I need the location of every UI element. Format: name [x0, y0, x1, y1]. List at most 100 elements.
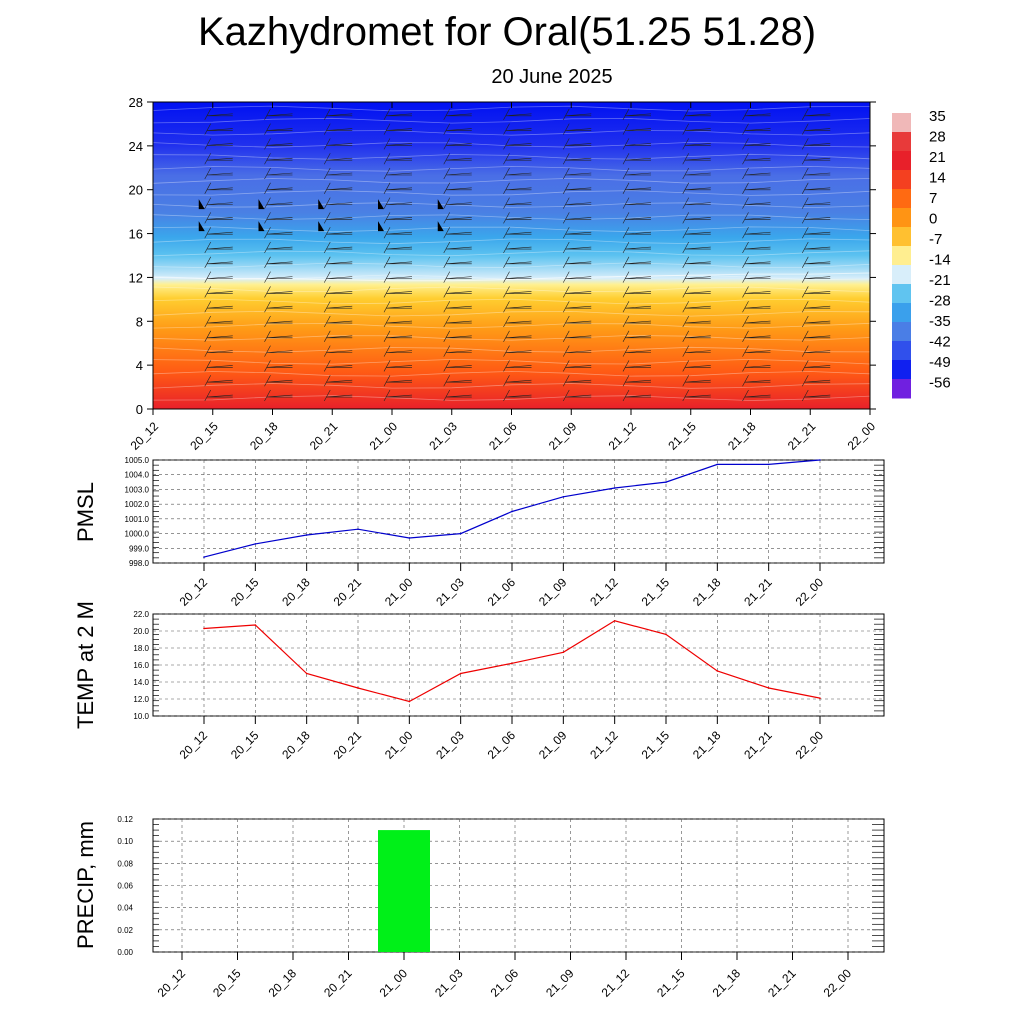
wind-barb [443, 301, 472, 313]
wind-barb [443, 153, 472, 165]
wind-barb [503, 345, 532, 357]
wind-barb [204, 375, 233, 387]
colorbar-swatch [892, 265, 911, 285]
wind-barb [801, 138, 831, 150]
y-tick-label: 14.0 [133, 678, 149, 687]
x-tick-label: 20_12 [177, 728, 211, 762]
x-tick-label: 21_03 [433, 575, 467, 609]
wind-barb [682, 138, 711, 150]
wind-barb [503, 301, 532, 313]
wind-barb [443, 182, 472, 194]
wind-barb [383, 301, 413, 313]
wind-barb [622, 360, 652, 372]
isotherm-line [153, 370, 870, 377]
wind-barb [323, 227, 353, 239]
colorbar-label: -14 [929, 252, 951, 269]
wind-barb [323, 301, 353, 313]
y-tick-label: 1002.0 [125, 500, 150, 509]
wind-barb [503, 123, 532, 135]
wind-barb [801, 271, 831, 283]
y-tick-label: 0.02 [117, 926, 133, 935]
x-tick-label: 21_06 [485, 575, 519, 609]
wind-barb [204, 271, 233, 283]
wind-barb [383, 108, 413, 120]
wind-barb [622, 389, 652, 402]
wind-barb [503, 286, 532, 298]
wind-barb [801, 167, 831, 180]
wind-barb [742, 227, 771, 239]
y-tick-label: 16 [129, 227, 143, 242]
colorbar-label: 28 [929, 129, 946, 146]
x-tick-label: 21_03 [433, 728, 467, 762]
wind-barb [204, 256, 233, 268]
wind-pennant [258, 221, 265, 232]
wind-barb [801, 153, 831, 165]
colorbar-label: -21 [929, 272, 951, 289]
colorbar-swatch [892, 341, 911, 361]
data-point [357, 687, 359, 689]
data-point [819, 459, 821, 461]
colorbar-label: -35 [929, 313, 951, 330]
wind-barb [682, 182, 711, 194]
x-tick-label: 20_21 [321, 966, 355, 1000]
wind-barb [264, 227, 293, 239]
isotherm-line [153, 298, 870, 305]
data-point [408, 700, 411, 703]
wind-barbs [198, 108, 831, 402]
isotherm-line [153, 334, 870, 341]
wind-barb [323, 271, 353, 283]
wind-barb [622, 227, 652, 239]
colorbar-swatch [892, 284, 911, 304]
y-tick-label: 10.0 [133, 712, 149, 721]
wind-barb [323, 167, 353, 180]
x-tick-label: 21_06 [486, 419, 520, 453]
wind-barb [383, 212, 413, 224]
wind-barb [562, 182, 592, 194]
colorbar-swatch [892, 189, 911, 209]
x-tick-label: 21_21 [741, 728, 775, 762]
colorbar-swatch [892, 227, 911, 247]
wind-pennant [318, 199, 325, 210]
wind-barb [383, 123, 413, 135]
wind-barb [383, 182, 413, 194]
y-tick-label: 1004.0 [125, 471, 150, 480]
x-tick-label: 21_12 [606, 419, 640, 453]
data-point [716, 670, 719, 672]
wind-barb [503, 212, 532, 224]
wind-barb [682, 315, 711, 328]
wind-barb [622, 271, 652, 283]
wind-barb [204, 286, 233, 298]
wind-barb [323, 360, 353, 372]
wind-barb [443, 241, 472, 254]
wind-barb [503, 167, 532, 180]
wind-barb [682, 108, 711, 120]
wind-barb [383, 389, 413, 402]
wind-barb [562, 315, 592, 328]
x-tick-label: 20_15 [210, 966, 244, 1000]
wind-barb [443, 286, 472, 298]
x-tick-label: 21_21 [765, 966, 799, 1000]
wind-barb [742, 330, 771, 342]
wind-barb [323, 123, 353, 135]
wind-pennant [378, 199, 384, 210]
y-tick-label: 0.12 [117, 815, 133, 824]
wind-barb [204, 167, 233, 180]
wind-barb [264, 182, 293, 194]
wind-barb [323, 389, 353, 402]
wind-barb [264, 256, 293, 268]
x-tick-label: 21_00 [377, 966, 411, 1000]
y-tick-label: 22.0 [133, 610, 149, 619]
wind-barb [443, 389, 472, 402]
colorbar-label: -42 [929, 334, 951, 351]
x-tick-label: 20_15 [228, 575, 262, 609]
y-tick-label: 1001.0 [125, 515, 150, 524]
isotherm-line [153, 141, 870, 148]
temperature-field [153, 102, 870, 409]
y-tick-label: 0.00 [117, 948, 133, 957]
y-axis-label: TEMP at 2 M [73, 601, 98, 729]
wind-barb [682, 389, 711, 402]
x-tick-label: 21_15 [665, 419, 699, 453]
x-tick-label: 20_21 [331, 728, 365, 762]
wind-barb [443, 256, 472, 268]
